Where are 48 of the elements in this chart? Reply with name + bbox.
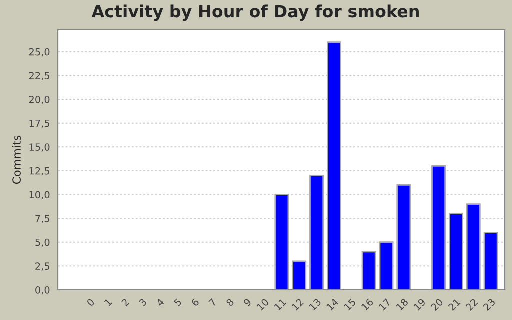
- x-tick-label: 6: [191, 298, 200, 307]
- bar: [466, 204, 481, 290]
- x-tick-label: 12: [291, 298, 304, 311]
- x-tick-label: 22: [466, 298, 478, 312]
- y-tick-label: 22,5: [29, 72, 50, 81]
- bar: [379, 242, 394, 290]
- y-tick-label: 17,5: [30, 120, 50, 128]
- x-tick-label: 9: [243, 298, 252, 307]
- bar: [310, 175, 324, 290]
- x-tick-label: 13: [308, 298, 322, 311]
- bar: [432, 165, 446, 290]
- x-tick-label: 23: [482, 298, 496, 312]
- y-tick-label: 15,0: [30, 144, 50, 152]
- bar: [484, 232, 498, 290]
- x-tick-label: 0: [86, 298, 96, 307]
- x-tick-label: 5: [174, 298, 182, 307]
- y-tick-label: 0,0: [36, 286, 50, 295]
- x-tick-label: 21: [448, 298, 461, 312]
- chart-title: Activity by Hour of Day for smoken: [92, 4, 419, 22]
- x-tick-label: 11: [274, 298, 287, 311]
- x-tick-label: 7: [208, 298, 217, 307]
- x-tick-label: 1: [104, 298, 112, 306]
- y-tick-label: 12,5: [30, 167, 50, 176]
- x-tick-label: 20: [430, 298, 444, 312]
- x-tick-label: 2: [121, 298, 130, 307]
- y-tick-label: 2,5: [36, 262, 50, 272]
- y-tick-label: 7,5: [36, 215, 50, 224]
- x-tick-label: 3: [138, 298, 148, 307]
- x-tick-label: 4: [156, 298, 165, 307]
- x-tick-label: 15: [344, 298, 356, 311]
- x-tick-label: 19: [413, 298, 426, 311]
- bar: [326, 42, 342, 290]
- x-tick-label: 10: [256, 298, 270, 311]
- x-tick-label: 17: [378, 298, 392, 311]
- bar: [362, 251, 376, 290]
- y-tick-label: 10,0: [30, 191, 50, 200]
- bar: [292, 260, 307, 290]
- y-axis-title: Commits: [12, 136, 22, 184]
- bar: [274, 194, 290, 290]
- bar: [448, 213, 464, 290]
- y-tick-label: 20,0: [29, 96, 50, 104]
- bar: [396, 184, 412, 290]
- y-tick-label: 25,0: [29, 48, 50, 57]
- x-tick-label: 16: [361, 298, 374, 311]
- x-tick-label: 18: [396, 298, 409, 311]
- x-tick-label: 14: [326, 298, 340, 311]
- x-tick-label: 8: [226, 298, 235, 307]
- y-tick-label: 5,0: [36, 238, 50, 248]
